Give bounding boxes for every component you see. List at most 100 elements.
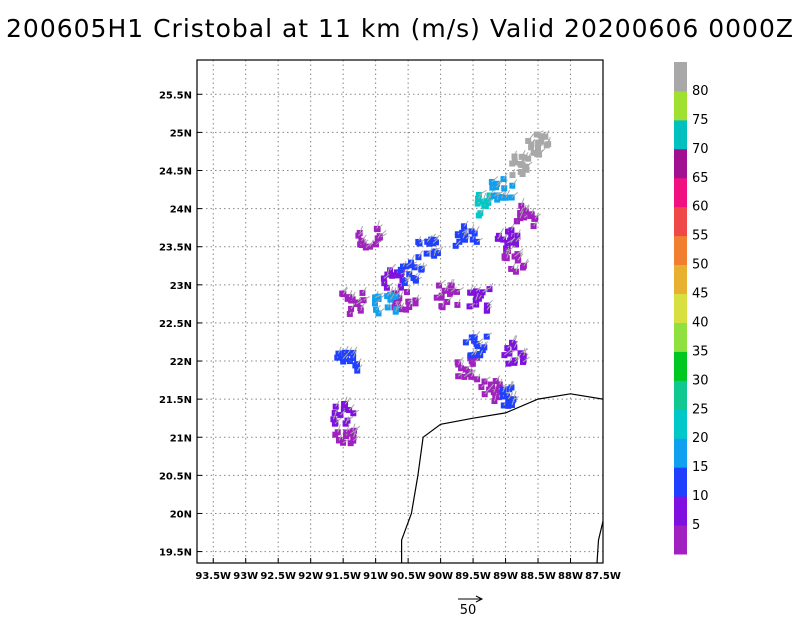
wind-arrow — [386, 282, 394, 289]
colorbar-segment — [674, 322, 687, 352]
wind-arrow — [511, 334, 517, 344]
x-tick-label: 90.5W — [390, 571, 426, 582]
wind-arrow — [486, 332, 493, 338]
wind-arrow — [482, 287, 490, 293]
colorbar-label: 75 — [692, 113, 709, 128]
wind-arrow — [502, 385, 507, 393]
colorbar-label: 50 — [692, 258, 709, 273]
wind-cluster — [415, 233, 444, 261]
wind-arrow — [461, 227, 470, 234]
wind-arrow — [334, 417, 342, 425]
wind-arrow — [510, 223, 515, 231]
colorbar-segment — [674, 467, 687, 497]
wind-arrow — [359, 225, 364, 234]
x-tick-label: 87.5W — [585, 571, 621, 582]
wind-arrow — [491, 176, 499, 183]
wind-arrow — [522, 356, 530, 363]
wind-arrow — [457, 357, 464, 365]
x-tick-label: 91.5W — [325, 571, 361, 582]
wind-arrow — [511, 397, 516, 406]
wind-arrow — [534, 212, 540, 219]
wind-arrow — [352, 346, 358, 354]
x-tick-label: 93W — [233, 571, 258, 582]
wind-arrow — [523, 347, 528, 356]
wind-arrow — [514, 154, 518, 163]
wind-arrow — [514, 251, 521, 257]
colorbar-segment — [674, 90, 687, 121]
wind-arrow — [342, 287, 348, 295]
colorbar-label: 30 — [692, 373, 709, 388]
wind-arrow — [426, 234, 433, 243]
wind-arrow — [414, 263, 422, 268]
wind-arrow — [418, 250, 424, 258]
wind-arrow — [369, 239, 374, 247]
wind-arrow — [477, 193, 483, 200]
wind-arrow — [514, 353, 522, 361]
wind-arrow — [378, 292, 384, 298]
wind-arrow — [377, 232, 382, 239]
wind-cluster — [501, 245, 530, 275]
colorbar-segment — [674, 177, 687, 208]
wind-arrow — [352, 435, 360, 442]
wind-arrow — [338, 434, 343, 441]
wind-cell — [506, 350, 513, 357]
wind-arrow — [507, 355, 513, 364]
wind-arrow — [393, 287, 397, 294]
wind-arrow — [395, 291, 401, 297]
wind-arrow — [463, 220, 469, 227]
wind-arrow — [463, 371, 471, 378]
wind-cluster — [397, 254, 428, 287]
wind-arrow — [465, 336, 471, 343]
wind-arrow — [503, 179, 508, 189]
colorbar-label: 5 — [692, 518, 700, 533]
wind-arrow — [345, 416, 350, 424]
x-axis: 93.5W 93W 92.5W 92W 91.5W 91W 90.5W 90W 89.5W 89W… — [195, 558, 621, 582]
wind-arrow — [437, 246, 444, 254]
colorbar-label: 35 — [692, 344, 709, 359]
wind-arrow — [527, 133, 534, 142]
wind-arrow — [471, 348, 479, 356]
wind-arrow — [506, 251, 510, 259]
wind-arrow — [400, 302, 405, 310]
wind-arrow — [395, 304, 404, 310]
wind-arrow — [462, 231, 467, 239]
colorbar-label: 10 — [692, 489, 709, 504]
y-tick-label: 22.5N — [159, 319, 192, 330]
wind-arrow — [345, 424, 350, 433]
wind-arrow — [350, 303, 356, 310]
wind-arrow — [512, 169, 516, 176]
wind-arrow — [386, 266, 391, 275]
wind-cluster — [334, 345, 363, 374]
y-tick-label: 24.5N — [159, 167, 192, 178]
wind-arrow — [342, 353, 348, 360]
wind-arrow — [356, 358, 362, 365]
wind-cluster — [371, 286, 404, 317]
wind-arrow — [507, 245, 516, 252]
wind-arrow — [544, 130, 550, 138]
colorbar-label: 70 — [692, 142, 709, 157]
wind-arrow — [520, 197, 525, 206]
wind-arrow — [353, 431, 356, 438]
wind-arrow — [538, 148, 546, 155]
wind-arrow — [350, 428, 359, 435]
y-tick-label: 20.5N — [159, 471, 192, 482]
wind-cluster — [433, 278, 464, 311]
y-tick-label: 23.5N — [159, 243, 192, 254]
wind-arrow — [406, 284, 411, 293]
y-tick-label: 21.5N — [159, 395, 192, 406]
wind-arrow — [474, 331, 481, 338]
wind-cluster — [466, 282, 494, 314]
wind-cluster — [488, 172, 519, 203]
wind-arrow — [365, 242, 372, 248]
wind-arrow — [406, 261, 413, 267]
wind-arrow — [378, 308, 385, 314]
wind-cluster — [355, 220, 387, 251]
wind-arrow — [352, 349, 358, 359]
y-tick-label: 20N — [170, 509, 192, 520]
wind-arrow — [375, 239, 384, 245]
wind-arrow — [363, 295, 370, 301]
colorbar-segment — [674, 119, 687, 150]
wind-arrow — [475, 286, 482, 292]
wind-arrow — [344, 397, 351, 405]
